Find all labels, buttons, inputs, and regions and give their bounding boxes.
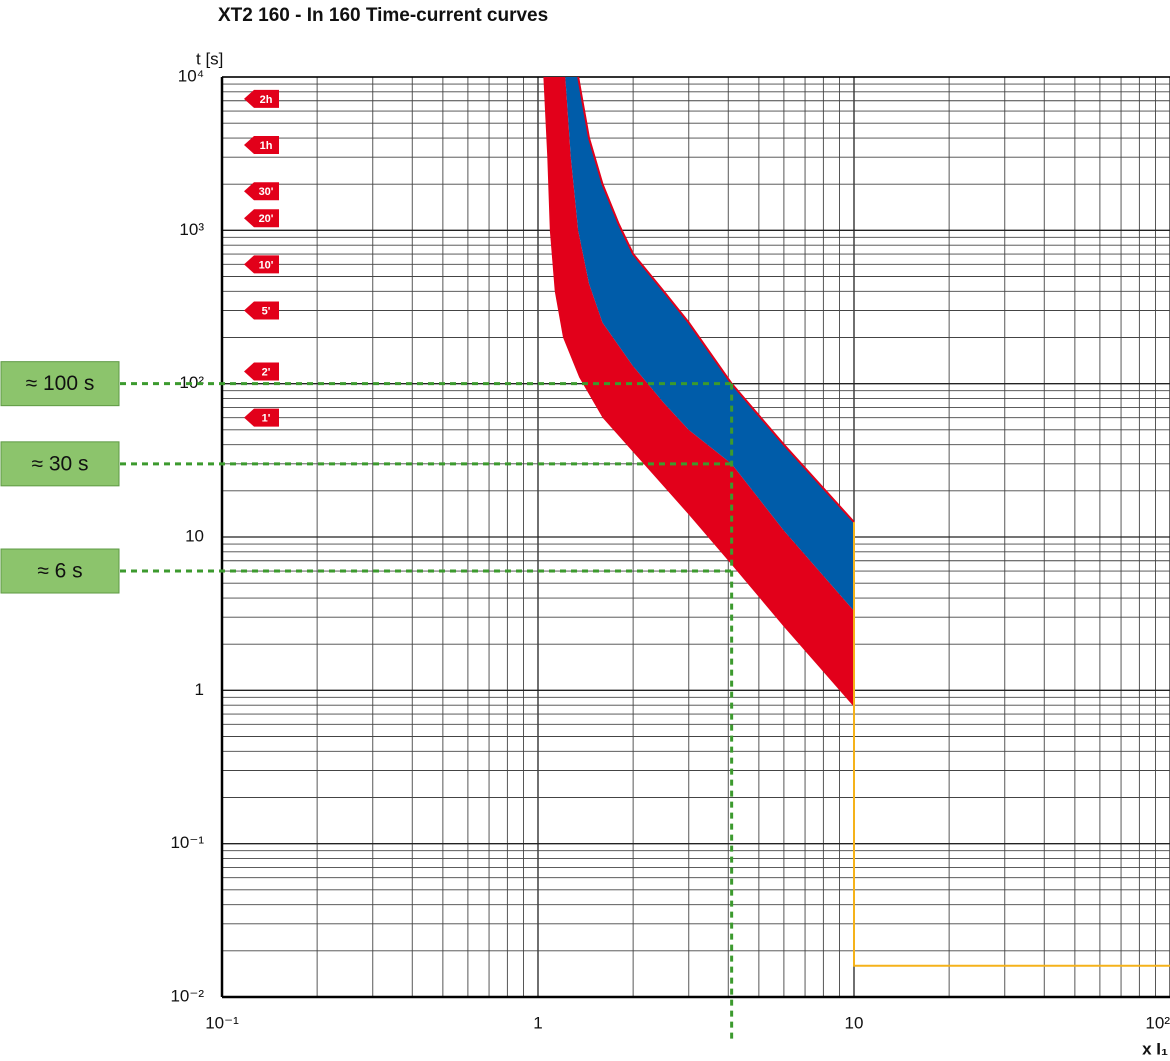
y-axis-label: t [s] (196, 49, 223, 68)
chart-title: XT2 160 - In 160 Time-current curves (218, 5, 548, 26)
band (565, 77, 854, 611)
y-tick-label: 10⁻² (170, 986, 204, 1005)
time-marker (244, 362, 279, 381)
y-tick-label: 10 (185, 526, 204, 545)
time-marker-label: 1h (260, 140, 273, 152)
reading-box (0, 548, 120, 594)
time-marker-label: 2h (260, 94, 273, 106)
time-marker-label: 30' (259, 186, 274, 198)
time-marker (244, 301, 279, 320)
y-tick-label: 1 (195, 680, 204, 699)
x-tick-label: 1 (533, 1013, 542, 1032)
reading-label: ≈ 30 s (31, 452, 88, 475)
time-marker (244, 182, 279, 201)
time-marker-label: 1' (262, 413, 271, 425)
time-marker-label: 2' (262, 366, 271, 378)
band-edge (577, 76, 855, 523)
line (853, 522, 1170, 967)
y-tick-label: 10³ (179, 220, 204, 239)
time-marker (244, 136, 279, 155)
time-marker (244, 255, 279, 274)
time-marker (244, 209, 279, 228)
time-marker (244, 89, 279, 108)
reading-label: ≈ 100 s (26, 372, 95, 395)
reading-label: ≈ 6 s (37, 560, 82, 583)
reading-box (0, 441, 120, 487)
time-marker-label: 10' (259, 259, 274, 271)
y-tick-label: 10⁴ (178, 66, 204, 85)
x-tick-label: 10 (845, 1013, 864, 1032)
time-marker (244, 408, 279, 427)
x-axis-label: x I₁ (1142, 1039, 1168, 1058)
grid (221, 76, 1170, 998)
time-marker-label: 5' (262, 305, 271, 317)
x-tick-label: 10⁻¹ (205, 1013, 239, 1032)
y-tick-label: 10⁻¹ (170, 833, 204, 852)
time-marker-label: 20' (259, 213, 274, 225)
band (543, 77, 854, 707)
reading-box (0, 361, 120, 407)
x-tick-label: 10² (1145, 1013, 1170, 1032)
